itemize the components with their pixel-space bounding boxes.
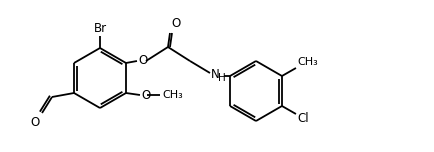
Text: O: O [171,17,180,30]
Text: O: O [138,55,147,67]
Text: H: H [218,73,226,83]
Text: CH₃: CH₃ [297,57,318,67]
Text: O: O [31,116,40,129]
Text: CH₃: CH₃ [162,90,183,100]
Text: Br: Br [93,22,107,35]
Text: Cl: Cl [297,112,309,124]
Text: N: N [211,67,220,81]
Text: O: O [141,88,150,102]
